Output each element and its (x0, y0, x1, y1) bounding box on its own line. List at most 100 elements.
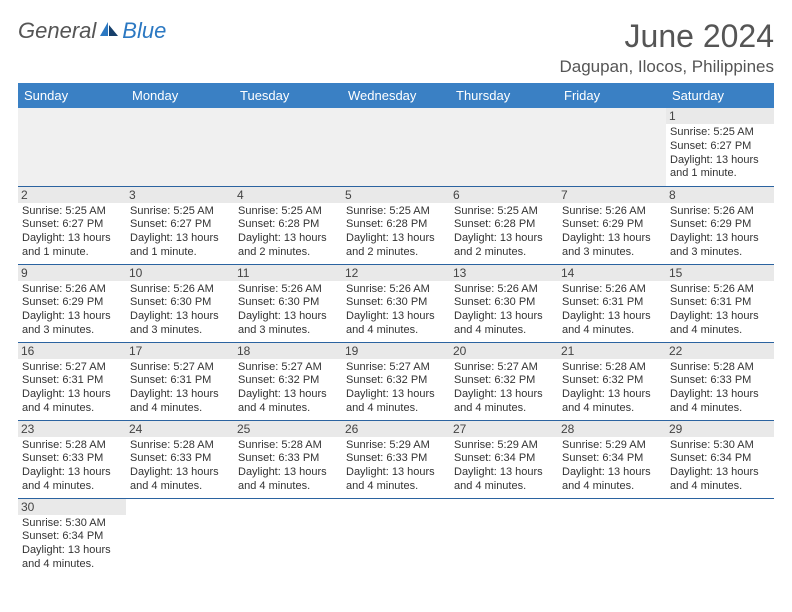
daylight-text: Daylight: 13 hours (22, 310, 122, 324)
col-wednesday: Wednesday (342, 83, 450, 108)
calendar-cell: 29Sunrise: 5:30 AMSunset: 6:34 PMDayligh… (666, 420, 774, 498)
day-number: 20 (450, 343, 558, 359)
daylight-text: Daylight: 13 hours (130, 232, 230, 246)
sunrise-text: Sunrise: 5:25 AM (454, 205, 554, 219)
day-number: 15 (666, 265, 774, 281)
sunset-text: Sunset: 6:31 PM (670, 296, 770, 310)
sunset-text: Sunset: 6:30 PM (238, 296, 338, 310)
calendar-cell: 1Sunrise: 5:25 AMSunset: 6:27 PMDaylight… (666, 108, 774, 186)
daylight-text: Daylight: 13 hours (238, 388, 338, 402)
logo-text-blue: Blue (122, 18, 166, 44)
daylight-text: Daylight: 13 hours (22, 388, 122, 402)
sunrise-text: Sunrise: 5:25 AM (346, 205, 446, 219)
day-number: 4 (234, 187, 342, 203)
day-number: 18 (234, 343, 342, 359)
sunrise-text: Sunrise: 5:26 AM (22, 283, 122, 297)
day-number: 1 (666, 108, 774, 124)
daylight-text: Daylight: 13 hours (22, 232, 122, 246)
sunset-text: Sunset: 6:29 PM (22, 296, 122, 310)
daylight-text: and 4 minutes. (346, 324, 446, 338)
day-number: 23 (18, 421, 126, 437)
sunset-text: Sunset: 6:30 PM (454, 296, 554, 310)
daylight-text: and 3 minutes. (22, 324, 122, 338)
calendar-row: 16Sunrise: 5:27 AMSunset: 6:31 PMDayligh… (18, 342, 774, 420)
daylight-text: and 4 minutes. (562, 480, 662, 494)
daylight-text: and 4 minutes. (346, 480, 446, 494)
sunrise-text: Sunrise: 5:26 AM (670, 283, 770, 297)
sunset-text: Sunset: 6:34 PM (670, 452, 770, 466)
daylight-text: and 4 minutes. (670, 480, 770, 494)
daylight-text: and 4 minutes. (562, 324, 662, 338)
sunset-text: Sunset: 6:33 PM (346, 452, 446, 466)
sunset-text: Sunset: 6:33 PM (22, 452, 122, 466)
day-number: 9 (18, 265, 126, 281)
calendar-cell (450, 498, 558, 576)
logo-text-general: General (18, 18, 96, 44)
sunset-text: Sunset: 6:33 PM (130, 452, 230, 466)
sunrise-text: Sunrise: 5:28 AM (130, 439, 230, 453)
calendar-cell: 24Sunrise: 5:28 AMSunset: 6:33 PMDayligh… (126, 420, 234, 498)
day-number: 3 (126, 187, 234, 203)
sunrise-text: Sunrise: 5:27 AM (346, 361, 446, 375)
sunrise-text: Sunrise: 5:26 AM (346, 283, 446, 297)
sunset-text: Sunset: 6:30 PM (346, 296, 446, 310)
daylight-text: Daylight: 13 hours (22, 544, 122, 558)
calendar-cell: 25Sunrise: 5:28 AMSunset: 6:33 PMDayligh… (234, 420, 342, 498)
col-sunday: Sunday (18, 83, 126, 108)
sunrise-text: Sunrise: 5:25 AM (670, 126, 770, 140)
sunrise-text: Sunrise: 5:29 AM (562, 439, 662, 453)
sunset-text: Sunset: 6:28 PM (454, 218, 554, 232)
day-number: 7 (558, 187, 666, 203)
daylight-text: and 4 minutes. (130, 402, 230, 416)
daylight-text: and 1 minute. (22, 246, 122, 260)
calendar-cell (558, 498, 666, 576)
sunset-text: Sunset: 6:32 PM (238, 374, 338, 388)
calendar-cell: 13Sunrise: 5:26 AMSunset: 6:30 PMDayligh… (450, 264, 558, 342)
calendar-row: 9Sunrise: 5:26 AMSunset: 6:29 PMDaylight… (18, 264, 774, 342)
daylight-text: and 4 minutes. (22, 558, 122, 572)
sunset-text: Sunset: 6:32 PM (346, 374, 446, 388)
daylight-text: and 4 minutes. (22, 402, 122, 416)
daylight-text: Daylight: 13 hours (238, 310, 338, 324)
calendar-cell: 4Sunrise: 5:25 AMSunset: 6:28 PMDaylight… (234, 186, 342, 264)
day-number: 22 (666, 343, 774, 359)
day-number: 10 (126, 265, 234, 281)
daylight-text: Daylight: 13 hours (346, 466, 446, 480)
daylight-text: and 4 minutes. (238, 480, 338, 494)
day-number: 8 (666, 187, 774, 203)
daylight-text: and 4 minutes. (670, 402, 770, 416)
daylight-text: Daylight: 13 hours (454, 232, 554, 246)
sunrise-text: Sunrise: 5:29 AM (346, 439, 446, 453)
daylight-text: and 4 minutes. (238, 402, 338, 416)
sunrise-text: Sunrise: 5:29 AM (454, 439, 554, 453)
sunset-text: Sunset: 6:30 PM (130, 296, 230, 310)
daylight-text: and 2 minutes. (238, 246, 338, 260)
sunrise-text: Sunrise: 5:27 AM (130, 361, 230, 375)
day-number: 14 (558, 265, 666, 281)
calendar-cell: 11Sunrise: 5:26 AMSunset: 6:30 PMDayligh… (234, 264, 342, 342)
daylight-text: and 4 minutes. (670, 324, 770, 338)
day-number: 25 (234, 421, 342, 437)
day-number: 12 (342, 265, 450, 281)
sunset-text: Sunset: 6:33 PM (238, 452, 338, 466)
day-number: 19 (342, 343, 450, 359)
sunset-text: Sunset: 6:27 PM (130, 218, 230, 232)
daylight-text: and 3 minutes. (562, 246, 662, 260)
calendar-cell: 28Sunrise: 5:29 AMSunset: 6:34 PMDayligh… (558, 420, 666, 498)
day-number: 2 (18, 187, 126, 203)
calendar-cell (234, 108, 342, 186)
daylight-text: Daylight: 13 hours (562, 388, 662, 402)
col-monday: Monday (126, 83, 234, 108)
sunset-text: Sunset: 6:27 PM (22, 218, 122, 232)
calendar-cell (126, 108, 234, 186)
sunrise-text: Sunrise: 5:25 AM (238, 205, 338, 219)
calendar-cell: 30Sunrise: 5:30 AMSunset: 6:34 PMDayligh… (18, 498, 126, 576)
sunrise-text: Sunrise: 5:28 AM (22, 439, 122, 453)
sunset-text: Sunset: 6:34 PM (562, 452, 662, 466)
sunrise-text: Sunrise: 5:26 AM (670, 205, 770, 219)
col-thursday: Thursday (450, 83, 558, 108)
sunset-text: Sunset: 6:31 PM (130, 374, 230, 388)
col-tuesday: Tuesday (234, 83, 342, 108)
sunset-text: Sunset: 6:29 PM (562, 218, 662, 232)
calendar-row: 1Sunrise: 5:25 AMSunset: 6:27 PMDaylight… (18, 108, 774, 186)
